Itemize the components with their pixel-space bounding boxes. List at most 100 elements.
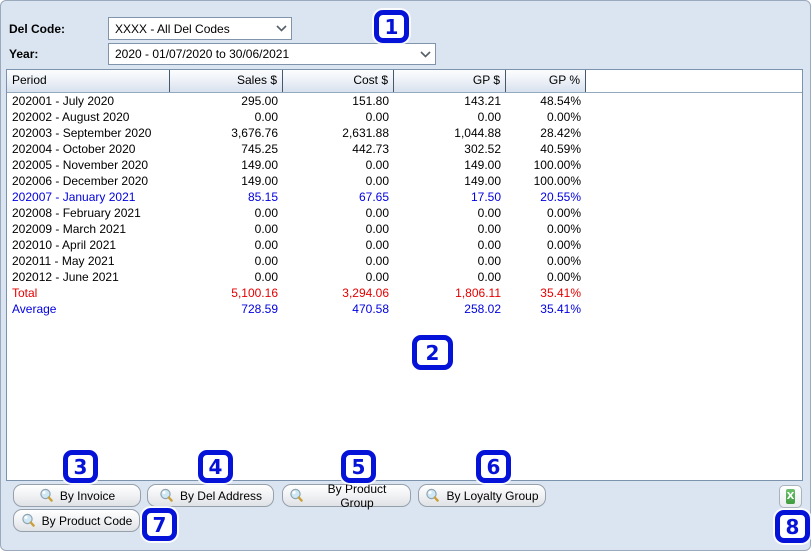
cell-sales: 745.25 [241, 142, 278, 156]
table-row[interactable]: Total 5,100.16 3,294.06 1,806.11 35.41% [7, 285, 802, 301]
cell-period: Average [12, 302, 57, 316]
cell-gp-pct: 0.00% [546, 206, 581, 220]
cell-gp: 17.50 [470, 190, 501, 204]
column-header-sales[interactable]: Sales $ [170, 70, 283, 92]
cell-sales: 0.00 [254, 222, 278, 236]
cell-gp-pct: 35.41% [540, 286, 581, 300]
cell-period: 202011 - May 2021 [12, 254, 115, 268]
cell-gp: 143.21 [464, 94, 501, 108]
cell-cost: 470.58 [352, 302, 389, 316]
cell-gp: 1,806.11 [455, 286, 501, 300]
cell-cost: 0.00 [365, 174, 389, 188]
annotation-badge-1: 1 [374, 10, 409, 43]
cell-sales: 295.00 [241, 94, 278, 108]
del-code-label: Del Code: [9, 22, 66, 36]
cell-sales: 728.59 [241, 302, 278, 316]
table-row[interactable]: 202011 - May 2021 0.00 0.00 0.00 0.00% [7, 253, 802, 269]
period-summary-grid: Period Sales $ Cost $ GP $ GP % 202001 - Jul… [6, 69, 803, 481]
cell-gp: 149.00 [464, 174, 501, 188]
cell-gp: 0.00 [477, 238, 501, 252]
cell-cost: 0.00 [365, 270, 389, 284]
cell-period: 202001 - July 2020 [12, 94, 115, 108]
cell-gp: 302.52 [464, 142, 501, 156]
cell-period: Total [12, 286, 38, 300]
cell-gp: 0.00 [477, 270, 501, 284]
cell-gp-pct: 40.59% [540, 142, 581, 156]
del-code-select[interactable]: XXXX - All Del Codes [108, 17, 292, 40]
table-row[interactable]: 202007 - January 2021 85.15 67.65 17.50 … [7, 189, 802, 205]
table-row[interactable]: 202006 - December 2020 149.00 0.00 149.0… [7, 173, 802, 189]
table-row[interactable]: 202002 - August 2020 0.00 0.00 0.00 0.00… [7, 109, 802, 125]
search-icon [289, 488, 304, 503]
cell-gp: 149.00 [464, 158, 501, 172]
table-row[interactable]: 202005 - November 2020 149.00 0.00 149.0… [7, 157, 802, 173]
grid-body: 202001 - July 2020 295.00 151.80 143.21 … [7, 93, 802, 317]
cell-cost: 0.00 [365, 110, 389, 124]
cell-gp: 0.00 [477, 110, 501, 124]
button-label: By Product Code [41, 513, 133, 528]
annotation-badge-3: 3 [63, 450, 98, 483]
cell-period: 202006 - December 2020 [12, 174, 149, 188]
by-del-address-button[interactable]: By Del Address [147, 484, 274, 507]
column-header-gp[interactable]: GP $ [394, 70, 506, 92]
cell-period: 202007 - January 2021 [12, 190, 136, 204]
button-label: By Product Group [327, 481, 387, 510]
cell-cost: 0.00 [365, 158, 389, 172]
search-icon [21, 513, 36, 528]
table-row[interactable]: 202001 - July 2020 295.00 151.80 143.21 … [7, 93, 802, 109]
cell-sales: 149.00 [241, 158, 278, 172]
cell-sales: 85.15 [247, 190, 278, 204]
cell-sales: 0.00 [254, 238, 278, 252]
by-invoice-button[interactable]: By Invoice [13, 484, 141, 507]
cell-gp-pct: 35.41% [540, 302, 581, 316]
cell-cost: 3,294.06 [342, 286, 389, 300]
year-value: 2020 - 01/07/2020 to 30/06/2021 [115, 47, 290, 61]
cell-period: 202002 - August 2020 [12, 110, 130, 124]
cell-period: 202009 - March 2021 [12, 222, 127, 236]
year-label: Year: [9, 47, 39, 61]
export-to-excel-button[interactable]: X [779, 485, 802, 508]
table-row[interactable]: 202009 - March 2021 0.00 0.00 0.00 0.00% [7, 221, 802, 237]
column-header-gp-%[interactable]: GP % [506, 70, 586, 92]
cell-cost: 67.65 [358, 190, 389, 204]
cell-period: 202005 - November 2020 [12, 158, 149, 172]
button-label: By Loyalty Group [446, 488, 539, 503]
cell-cost: 0.00 [365, 238, 389, 252]
chevron-down-icon [271, 25, 291, 32]
year-select[interactable]: 2020 - 01/07/2020 to 30/06/2021 [108, 43, 436, 65]
table-row[interactable]: 202008 - February 2021 0.00 0.00 0.00 0.… [7, 205, 802, 221]
by-product-group-button[interactable]: By Product Group [282, 481, 411, 510]
cell-gp-pct: 0.00% [546, 270, 581, 284]
cell-period: 202003 - September 2020 [12, 126, 152, 140]
table-row[interactable]: Average 728.59 470.58 258.02 35.41% [7, 301, 802, 317]
cell-gp: 0.00 [477, 254, 501, 268]
column-header-period[interactable]: Period [7, 70, 170, 92]
column-header-filler [586, 70, 802, 92]
cell-sales: 0.00 [254, 206, 278, 220]
cell-gp: 258.02 [464, 302, 501, 316]
table-row[interactable]: 202012 - June 2021 0.00 0.00 0.00 0.00% [7, 269, 802, 285]
search-icon [159, 488, 174, 503]
cell-gp-pct: 0.00% [546, 222, 581, 236]
cell-gp-pct: 0.00% [546, 110, 581, 124]
table-row[interactable]: 202003 - September 2020 3,676.76 2,631.8… [7, 125, 802, 141]
annotation-badge-6: 6 [476, 450, 511, 483]
search-icon [425, 488, 440, 503]
cell-sales: 0.00 [254, 110, 278, 124]
button-label: By Invoice [59, 488, 116, 503]
table-row[interactable]: 202004 - October 2020 745.25 442.73 302.… [7, 141, 802, 157]
cell-sales: 0.00 [254, 254, 278, 268]
table-row[interactable]: 202010 - April 2021 0.00 0.00 0.00 0.00% [7, 237, 802, 253]
search-icon [39, 488, 54, 503]
cell-gp-pct: 100.00% [533, 158, 581, 172]
column-header-cost[interactable]: Cost $ [283, 70, 394, 92]
by-loyalty-group-button[interactable]: By Loyalty Group [418, 484, 546, 507]
cell-gp: 0.00 [477, 206, 501, 220]
cell-period: 202008 - February 2021 [12, 206, 141, 220]
cell-cost: 151.80 [352, 94, 389, 108]
cell-gp: 0.00 [477, 222, 501, 236]
cell-gp: 1,044.88 [454, 126, 501, 140]
by-product-code-button[interactable]: By Product Code [13, 509, 140, 532]
cell-cost: 0.00 [365, 222, 389, 236]
